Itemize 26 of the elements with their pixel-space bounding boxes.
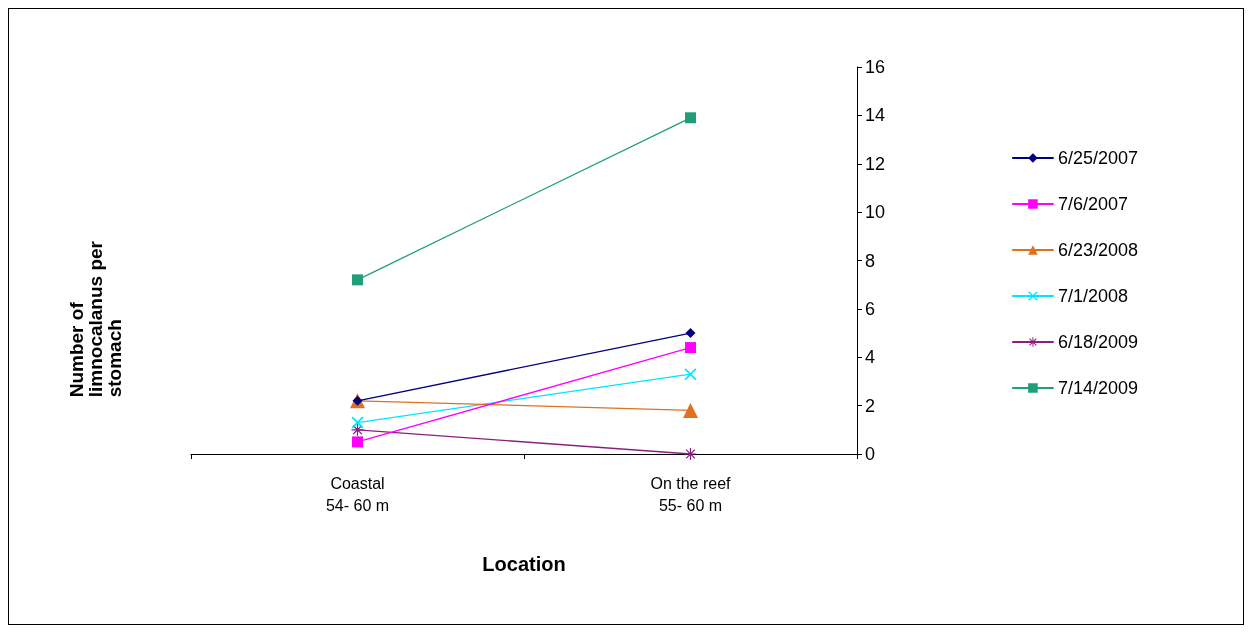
y-tick-label: 6 <box>865 298 876 319</box>
y-tick-label: 10 <box>865 202 886 223</box>
legend-label: 6/25/2007 <box>1057 148 1138 168</box>
legend-label: 7/14/2009 <box>1057 378 1138 398</box>
point <box>351 416 364 429</box>
x-axis-title: Location <box>482 553 566 575</box>
y-tick-label: 2 <box>865 395 876 416</box>
legend-label: 6/18/2009 <box>1057 332 1138 352</box>
legend-label: 7/6/2007 <box>1057 194 1128 214</box>
y-tick-label: 8 <box>865 250 876 271</box>
y-axis-title: Number of limnocalanus per stomach <box>66 235 125 398</box>
point <box>684 448 697 460</box>
legend-label: 7/1/2008 <box>1057 286 1128 306</box>
point <box>352 274 363 286</box>
x-tick-label: On the reef 55- 60 m <box>650 474 732 514</box>
y-tick-label: 16 <box>865 57 886 77</box>
y-tick-label: 0 <box>865 444 876 464</box>
point <box>685 112 696 124</box>
point <box>685 328 696 339</box>
x-tick-label: Coastal 54- 60 m <box>325 474 390 514</box>
y-tick-label: 14 <box>865 105 886 126</box>
point <box>352 436 363 448</box>
point <box>685 342 696 354</box>
y-tick-label: 12 <box>865 153 886 174</box>
legend-label: 6/23/2008 <box>1057 240 1138 260</box>
y-tick-label: 4 <box>865 347 876 368</box>
